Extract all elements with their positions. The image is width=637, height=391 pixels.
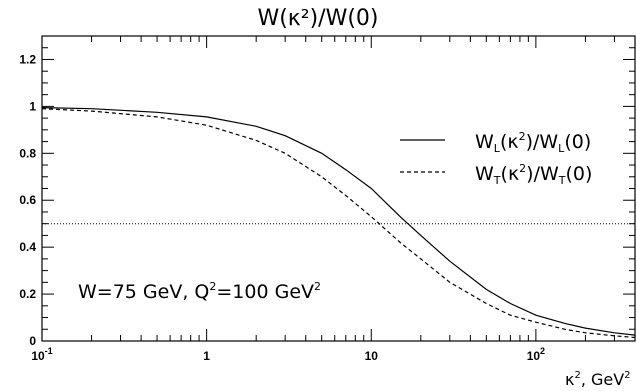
y-tick-label: 0.4 [19, 240, 36, 254]
axis-ticks [41, 35, 636, 342]
x-tick-label: 1 [203, 349, 210, 363]
y-tick-label: 0.8 [19, 146, 36, 160]
x-tick-labels: 10-1 1 10 102 [31, 346, 545, 363]
legend: WL(κ2)/WL(0) WT(κ2)/WT(0) [400, 130, 592, 187]
annotation-kinematics: W=75 GeV, Q2=100 GeV2 [78, 280, 321, 303]
x-tick-label: 102 [527, 346, 545, 363]
x-axis-label: κ2, GeV2 [565, 370, 631, 389]
series-line-transverse [41, 108, 636, 339]
legend-label-longitudinal: WL(κ2)/WL(0) [475, 130, 591, 155]
y-tick-label: 0.6 [19, 193, 36, 207]
y-tick-label: 1 [29, 99, 36, 113]
series-line-longitudinal [41, 107, 636, 336]
legend-label-transverse: WT(κ2)/WT(0) [475, 162, 592, 187]
y-tick-labels: 0 0.2 0.4 0.6 0.8 1 1.2 [19, 52, 36, 348]
y-tick-label: 1.2 [19, 52, 36, 66]
y-tick-label: 0.2 [19, 287, 36, 301]
y-tick-label: 0 [29, 334, 36, 348]
series-lines [41, 107, 636, 339]
x-tick-label: 10 [365, 349, 379, 363]
x-tick-label: 10-1 [31, 346, 52, 363]
chart-title: W(κ²)/W(0) [257, 6, 378, 31]
